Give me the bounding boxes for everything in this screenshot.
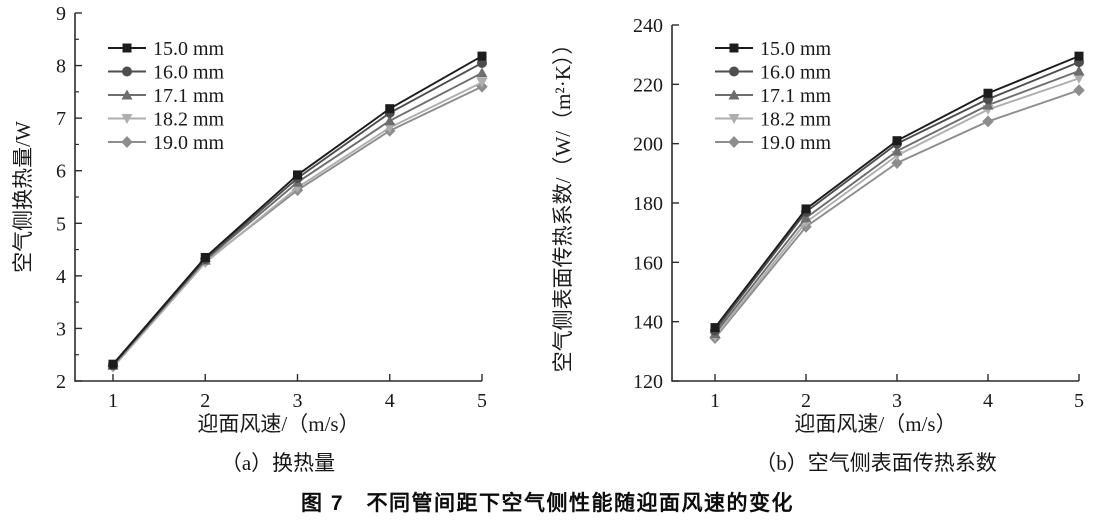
legend-label: 19.0 mm	[153, 132, 225, 154]
triangle-up-marker	[1073, 65, 1085, 76]
x-tick-label: 3	[892, 390, 902, 412]
x-axis-ticks: 1 2 3 4 5	[108, 374, 487, 412]
square-marker	[801, 204, 811, 214]
diamond-marker	[728, 136, 740, 148]
diamond-marker	[982, 115, 994, 128]
square-marker	[200, 252, 210, 262]
x-tick-label: 5	[1074, 390, 1084, 412]
axes	[671, 25, 1079, 382]
x-tick-label: 4	[983, 390, 993, 412]
y-tick-label: 3	[56, 318, 66, 340]
y-axis-title: 空气侧换热量/W	[11, 121, 35, 273]
chart-heat-transfer-coefficient: 120 140 160 180 200 220 240 1 2 3 4 5 空气侧表面传热系数/（W/（…	[551, 15, 1085, 436]
figure-caption: 图 7 不同管间距下空气侧性能随迎面风速的变化	[300, 492, 794, 515]
circle-marker	[729, 66, 739, 77]
triangle-up-marker	[384, 115, 396, 126]
triangle-up-marker	[476, 67, 488, 78]
y-tick-label: 180	[633, 193, 663, 215]
x-tick-label: 3	[293, 390, 303, 412]
diamond-marker	[121, 136, 133, 148]
square-marker	[892, 136, 902, 146]
square-marker	[729, 43, 739, 53]
chart-heat-transfer-rate: 2 3 4 5 6 7 8 9 1 2 3 4 5 空气侧换热量/W 迎面风速/（m/s） 15.0 mm16…	[11, 3, 488, 436]
square-marker	[108, 359, 118, 369]
subcaption-a: （a）换热量	[220, 451, 336, 475]
x-axis-title: 迎面风速/（m/s）	[197, 412, 359, 436]
y-axis-ticks: 120 140 160 180 200 220 240	[633, 15, 679, 393]
triangle-up-marker	[800, 212, 812, 223]
triangle-down-marker	[384, 123, 396, 134]
y-tick-label: 5	[56, 213, 66, 235]
x-tick-label: 1	[108, 390, 118, 412]
diamond-marker	[891, 156, 903, 169]
y-tick-label: 6	[56, 161, 66, 183]
y-axis-title: 空气侧表面传热系数/（W/（m²·K））	[551, 34, 575, 373]
triangle-up-marker	[891, 145, 903, 156]
y-tick-label: 120	[633, 371, 663, 393]
y-tick-label: 4	[56, 266, 66, 288]
triangle-down-marker	[1073, 73, 1085, 84]
square-marker	[477, 51, 487, 61]
x-tick-label: 1	[710, 390, 720, 412]
triangle-up-marker	[982, 99, 994, 110]
x-tick-label: 2	[200, 390, 210, 412]
legend-label: 15.0 mm	[153, 38, 225, 60]
series-15.0-mm	[108, 51, 487, 369]
square-marker	[710, 323, 720, 333]
square-marker	[983, 88, 993, 98]
triangle-down-marker	[121, 114, 133, 124]
x-axis-title: 迎面风速/（m/s）	[794, 412, 956, 436]
x-tick-label: 2	[801, 390, 811, 412]
square-marker	[122, 43, 132, 53]
y-tick-label: 160	[633, 252, 663, 274]
x-tick-label: 5	[477, 390, 487, 412]
legend-label: 15.0 mm	[760, 38, 832, 60]
triangle-up-marker	[121, 89, 133, 100]
y-tick-label: 8	[56, 56, 66, 78]
legend-label: 16.0 mm	[153, 62, 225, 84]
y-tick-label: 9	[56, 3, 66, 25]
y-tick-label: 240	[633, 15, 663, 37]
legend-label: 16.0 mm	[760, 62, 832, 84]
triangle-down-marker	[728, 114, 740, 124]
series-17.1-mm	[709, 65, 1085, 339]
legend-label: 17.1 mm	[153, 85, 225, 107]
y-tick-label: 140	[633, 312, 663, 334]
y-tick-label: 220	[633, 74, 663, 96]
legend-label: 18.2 mm	[153, 109, 225, 131]
x-tick-label: 4	[385, 390, 395, 412]
y-tick-label: 7	[56, 108, 66, 130]
y-tick-label: 200	[633, 134, 663, 156]
axes	[74, 13, 482, 382]
square-marker	[385, 104, 395, 114]
legend-label: 19.0 mm	[760, 132, 832, 154]
y-axis-ticks: 2 3 4 5 6 7 8 9	[56, 3, 82, 393]
square-marker	[293, 170, 302, 180]
y-tick-label: 2	[56, 371, 66, 393]
subcaption-b: （b）空气侧表面传热系数	[755, 451, 997, 475]
legend-label: 17.1 mm	[760, 85, 832, 107]
legend-label: 18.2 mm	[760, 109, 832, 131]
triangle-up-marker	[728, 89, 740, 100]
circle-marker	[122, 66, 132, 77]
diamond-marker	[1073, 84, 1085, 97]
triangle-down-marker	[476, 77, 488, 88]
x-axis-ticks: 1 2 3 4 5	[710, 374, 1084, 412]
square-marker	[1074, 51, 1084, 61]
series-15.0-mm	[710, 51, 1084, 333]
